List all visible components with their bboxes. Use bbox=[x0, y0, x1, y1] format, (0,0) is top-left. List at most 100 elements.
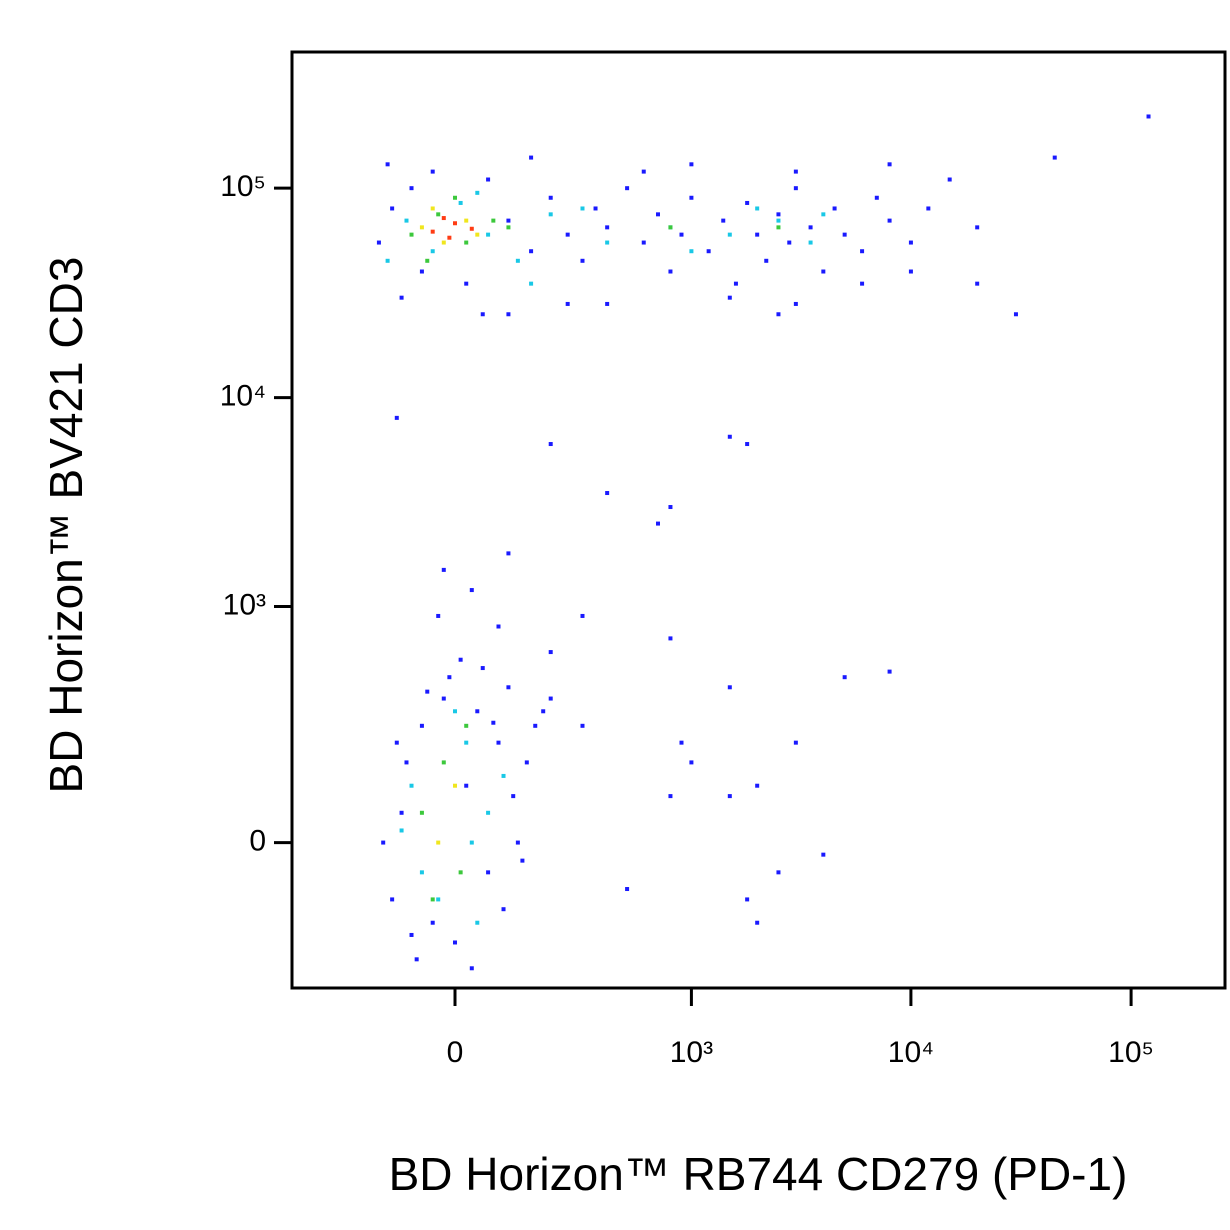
event-dot bbox=[453, 783, 458, 788]
event-dot bbox=[776, 225, 781, 230]
event-dot bbox=[548, 212, 553, 217]
event-dot bbox=[486, 232, 491, 237]
event-dot bbox=[447, 235, 452, 240]
event-dot bbox=[491, 720, 496, 725]
event-dot bbox=[1013, 312, 1018, 317]
event-dot bbox=[548, 696, 553, 701]
event-dot bbox=[776, 312, 781, 317]
event-dot bbox=[464, 740, 469, 745]
event-dot bbox=[425, 689, 430, 694]
x-axis-title: BD Horizon™ RB744 CD279 (PD-1) bbox=[389, 1148, 1128, 1200]
event-dot bbox=[541, 709, 546, 714]
event-dot bbox=[668, 269, 673, 274]
event-dot bbox=[793, 169, 798, 174]
event-dot bbox=[506, 312, 511, 317]
event-dot bbox=[430, 920, 435, 925]
event-dot bbox=[887, 162, 892, 167]
event-dot bbox=[679, 232, 684, 237]
event-dot bbox=[529, 155, 534, 160]
event-dot bbox=[548, 650, 553, 655]
event-dot bbox=[755, 232, 760, 237]
event-dot bbox=[787, 240, 792, 245]
event-dot bbox=[419, 870, 424, 875]
event-dot bbox=[441, 567, 446, 572]
event-dot bbox=[390, 897, 395, 902]
event-dot bbox=[689, 162, 694, 167]
event-dot bbox=[464, 281, 469, 286]
event-dot bbox=[793, 186, 798, 191]
event-dot bbox=[745, 200, 750, 205]
event-dot bbox=[668, 636, 673, 641]
event-dot bbox=[947, 177, 952, 182]
event-dot bbox=[733, 281, 738, 286]
event-dot bbox=[745, 897, 750, 902]
event-dot bbox=[425, 258, 430, 263]
event-dot bbox=[689, 760, 694, 765]
event-dot bbox=[464, 723, 469, 728]
event-dot bbox=[727, 685, 732, 690]
event-dot bbox=[430, 897, 435, 902]
event-dot bbox=[394, 415, 399, 420]
event-dot bbox=[464, 218, 469, 223]
event-dot bbox=[755, 783, 760, 788]
event-dot bbox=[808, 225, 813, 230]
event-dot bbox=[727, 794, 732, 799]
event-dot bbox=[727, 295, 732, 300]
event-dot bbox=[409, 932, 414, 937]
event-dot bbox=[430, 206, 435, 211]
event-dot bbox=[605, 301, 610, 306]
event-dot bbox=[486, 177, 491, 182]
event-dot bbox=[808, 240, 813, 245]
x-tick-label: 10⁵ bbox=[1108, 1036, 1154, 1069]
event-dot bbox=[515, 258, 520, 263]
event-dot bbox=[515, 840, 520, 845]
event-dot bbox=[501, 773, 506, 778]
event-dot bbox=[860, 281, 865, 286]
event-dot bbox=[436, 613, 441, 618]
event-dot bbox=[394, 740, 399, 745]
event-dot bbox=[430, 169, 435, 174]
event-dot bbox=[975, 225, 980, 230]
event-dot bbox=[755, 206, 760, 211]
event-dot bbox=[419, 225, 424, 230]
event-dot bbox=[975, 281, 980, 286]
event-dot bbox=[475, 190, 480, 195]
event-dot bbox=[409, 186, 414, 191]
event-dot bbox=[656, 521, 661, 526]
event-dot bbox=[641, 169, 646, 174]
event-dot bbox=[419, 269, 424, 274]
event-dot bbox=[625, 887, 630, 892]
event-dot bbox=[689, 249, 694, 254]
event-dot bbox=[475, 232, 480, 237]
event-dot bbox=[821, 212, 826, 217]
event-dot bbox=[524, 760, 529, 765]
event-dot bbox=[793, 740, 798, 745]
event-dot bbox=[511, 794, 516, 799]
event-dot bbox=[385, 162, 390, 167]
event-dot bbox=[776, 870, 781, 875]
event-dot bbox=[419, 810, 424, 815]
event-dot bbox=[409, 232, 414, 237]
event-dot bbox=[745, 442, 750, 447]
event-dot bbox=[887, 218, 892, 223]
event-dot bbox=[721, 218, 726, 223]
event-dot bbox=[874, 195, 879, 200]
event-dot bbox=[453, 709, 458, 714]
event-dot bbox=[404, 760, 409, 765]
event-dot bbox=[908, 240, 913, 245]
event-dot bbox=[501, 907, 506, 912]
event-dot bbox=[486, 810, 491, 815]
event-dot bbox=[419, 723, 424, 728]
event-dot bbox=[399, 810, 404, 815]
event-dot bbox=[668, 794, 673, 799]
event-dot bbox=[447, 675, 452, 680]
event-dot bbox=[776, 212, 781, 217]
event-dot bbox=[727, 232, 732, 237]
event-dot bbox=[458, 870, 463, 875]
event-dot bbox=[436, 840, 441, 845]
event-dot bbox=[453, 221, 458, 226]
event-dot bbox=[441, 240, 446, 245]
event-dot bbox=[441, 216, 446, 221]
